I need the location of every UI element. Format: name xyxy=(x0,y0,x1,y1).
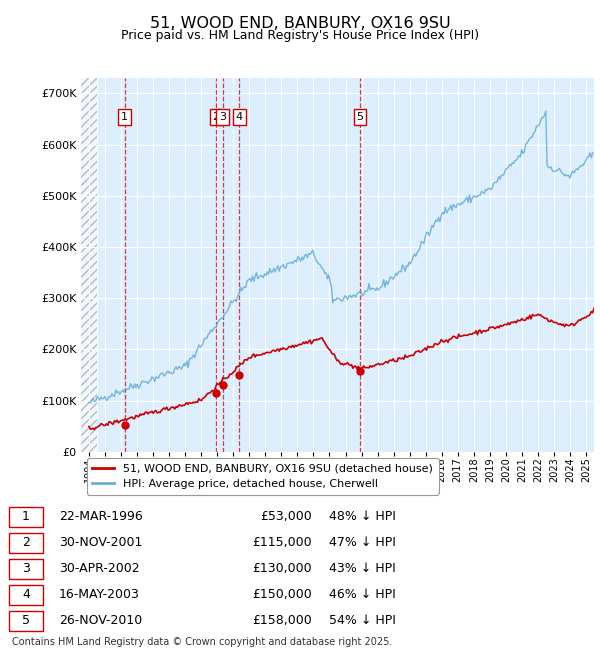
Text: 51, WOOD END, BANBURY, OX16 9SU: 51, WOOD END, BANBURY, OX16 9SU xyxy=(149,16,451,31)
Text: 1: 1 xyxy=(121,112,128,122)
Text: £158,000: £158,000 xyxy=(252,614,312,627)
Polygon shape xyxy=(81,78,97,452)
Text: 2: 2 xyxy=(212,112,220,122)
FancyBboxPatch shape xyxy=(9,507,43,526)
Text: Contains HM Land Registry data © Crown copyright and database right 2025.
This d: Contains HM Land Registry data © Crown c… xyxy=(12,637,392,650)
Text: 5: 5 xyxy=(22,614,30,627)
Text: £53,000: £53,000 xyxy=(260,510,312,523)
Text: 22-MAR-1996: 22-MAR-1996 xyxy=(59,510,143,523)
Text: 4: 4 xyxy=(236,112,243,122)
Text: 43% ↓ HPI: 43% ↓ HPI xyxy=(329,562,396,575)
FancyBboxPatch shape xyxy=(9,585,43,604)
Text: 5: 5 xyxy=(356,112,364,122)
Text: £115,000: £115,000 xyxy=(252,536,312,549)
Text: 16-MAY-2003: 16-MAY-2003 xyxy=(59,588,140,601)
Text: 47% ↓ HPI: 47% ↓ HPI xyxy=(329,536,396,549)
Text: 48% ↓ HPI: 48% ↓ HPI xyxy=(329,510,396,523)
Text: 1: 1 xyxy=(22,510,30,523)
Text: £150,000: £150,000 xyxy=(252,588,312,601)
Text: 26-NOV-2010: 26-NOV-2010 xyxy=(59,614,142,627)
Text: 46% ↓ HPI: 46% ↓ HPI xyxy=(329,588,396,601)
FancyBboxPatch shape xyxy=(9,559,43,578)
Text: 3: 3 xyxy=(219,112,226,122)
FancyBboxPatch shape xyxy=(9,611,43,630)
Legend: 51, WOOD END, BANBURY, OX16 9SU (detached house), HPI: Average price, detached h: 51, WOOD END, BANBURY, OX16 9SU (detache… xyxy=(86,458,439,495)
Text: 3: 3 xyxy=(22,562,30,575)
Text: 54% ↓ HPI: 54% ↓ HPI xyxy=(329,614,396,627)
Text: Price paid vs. HM Land Registry's House Price Index (HPI): Price paid vs. HM Land Registry's House … xyxy=(121,29,479,42)
Text: 4: 4 xyxy=(22,588,30,601)
Text: 30-APR-2002: 30-APR-2002 xyxy=(59,562,140,575)
FancyBboxPatch shape xyxy=(9,533,43,552)
Text: 30-NOV-2001: 30-NOV-2001 xyxy=(59,536,142,549)
Text: £130,000: £130,000 xyxy=(252,562,312,575)
Text: 2: 2 xyxy=(22,536,30,549)
